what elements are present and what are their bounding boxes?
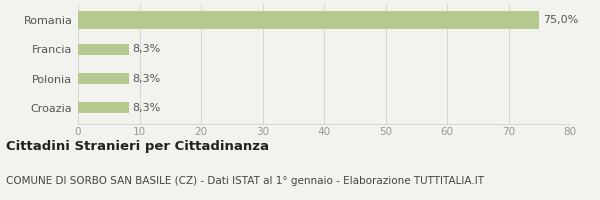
Text: Cittadini Stranieri per Cittadinanza: Cittadini Stranieri per Cittadinanza bbox=[6, 140, 269, 153]
Text: 8,3%: 8,3% bbox=[133, 44, 161, 54]
Bar bbox=[78, 11, 539, 29]
Text: 8,3%: 8,3% bbox=[133, 74, 161, 84]
Text: COMUNE DI SORBO SAN BASILE (CZ) - Dati ISTAT al 1° gennaio - Elaborazione TUTTIT: COMUNE DI SORBO SAN BASILE (CZ) - Dati I… bbox=[6, 176, 484, 186]
Bar bbox=[78, 44, 129, 55]
Bar bbox=[78, 102, 129, 113]
Text: 75,0%: 75,0% bbox=[543, 15, 578, 25]
Bar bbox=[78, 73, 129, 84]
Text: 8,3%: 8,3% bbox=[133, 103, 161, 113]
